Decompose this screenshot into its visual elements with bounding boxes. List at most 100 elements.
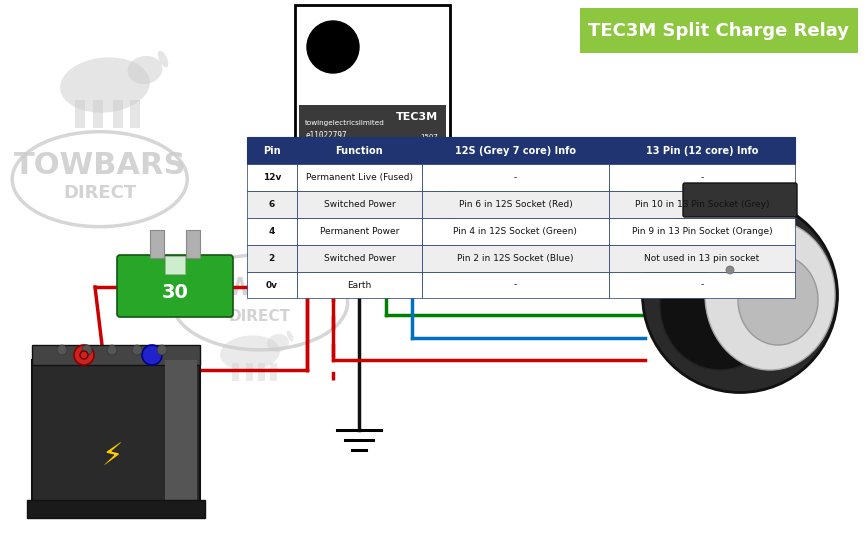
Circle shape <box>107 345 117 355</box>
Text: Pin 2 in 12S Socket (Blue): Pin 2 in 12S Socket (Blue) <box>457 254 574 263</box>
Bar <box>295 5 450 250</box>
Text: 30: 30 <box>161 282 188 301</box>
Circle shape <box>132 345 142 355</box>
Circle shape <box>319 255 347 283</box>
Bar <box>75 100 85 128</box>
Text: Pin 4 in 12S Socket (Green): Pin 4 in 12S Socket (Green) <box>453 227 577 236</box>
Ellipse shape <box>127 56 162 84</box>
Bar <box>165 256 185 274</box>
Bar <box>609 137 795 164</box>
Bar <box>150 230 164 258</box>
Text: 30a Auto Switch Combi Relay: 30a Auto Switch Combi Relay <box>305 151 418 160</box>
Bar <box>422 164 609 191</box>
Bar <box>258 363 265 381</box>
Text: 13 Pin (12 core) Info: 13 Pin (12 core) Info <box>646 146 758 156</box>
Bar <box>186 230 200 258</box>
Circle shape <box>424 255 453 283</box>
FancyBboxPatch shape <box>683 183 797 217</box>
Bar <box>422 218 609 245</box>
Circle shape <box>398 255 426 283</box>
Ellipse shape <box>705 220 835 370</box>
Bar <box>301 173 444 229</box>
Ellipse shape <box>738 255 818 345</box>
Circle shape <box>293 255 321 283</box>
Bar <box>246 363 253 381</box>
Bar <box>297 164 422 191</box>
Bar <box>297 137 422 164</box>
Ellipse shape <box>287 330 293 342</box>
Bar <box>247 272 297 298</box>
Ellipse shape <box>660 240 780 370</box>
Circle shape <box>157 345 167 355</box>
Bar <box>247 245 297 272</box>
Circle shape <box>345 255 374 283</box>
Ellipse shape <box>158 50 168 67</box>
Bar <box>130 100 140 128</box>
Circle shape <box>372 255 400 283</box>
Text: DIRECT: DIRECT <box>63 184 136 202</box>
Text: 12v12v  6    4    2   0v: 12v12v 6 4 2 0v <box>308 197 437 206</box>
Bar <box>247 191 297 218</box>
Text: TOWBARS: TOWBARS <box>189 277 331 300</box>
Text: -: - <box>514 173 517 182</box>
Bar <box>580 8 858 53</box>
Text: Pin 9 in 13 Pin Socket (Orange): Pin 9 in 13 Pin Socket (Orange) <box>631 227 772 236</box>
Bar <box>299 105 446 245</box>
FancyBboxPatch shape <box>32 360 200 510</box>
Bar <box>609 272 795 298</box>
FancyBboxPatch shape <box>117 255 233 317</box>
Text: DIRECT: DIRECT <box>229 309 291 324</box>
Bar <box>247 218 297 245</box>
Bar <box>247 137 297 164</box>
Text: -: - <box>701 281 703 290</box>
Text: Earth: Earth <box>348 281 371 290</box>
Text: 12v: 12v <box>263 173 281 182</box>
Bar <box>270 363 277 381</box>
Text: Permanent Live (Fused): Permanent Live (Fused) <box>306 173 413 182</box>
Text: Not used in 13 pin socket: Not used in 13 pin socket <box>644 254 759 263</box>
Bar <box>93 100 103 128</box>
Text: Pin 6 in 12S Socket (Red): Pin 6 in 12S Socket (Red) <box>459 200 572 209</box>
Bar <box>232 363 239 381</box>
Text: 0v: 0v <box>266 281 277 290</box>
Ellipse shape <box>267 334 289 352</box>
Bar <box>422 245 609 272</box>
Text: Function: Function <box>336 146 383 156</box>
Circle shape <box>726 266 734 274</box>
Text: e11022797: e11022797 <box>305 130 347 139</box>
Bar <box>422 191 609 218</box>
Bar <box>609 164 795 191</box>
Bar <box>422 137 609 164</box>
Text: ⚡: ⚡ <box>101 442 122 472</box>
Bar <box>247 164 297 191</box>
Circle shape <box>82 345 92 355</box>
Text: Permanent Power: Permanent Power <box>320 227 399 236</box>
Bar <box>422 272 609 298</box>
Bar <box>297 191 422 218</box>
Bar <box>297 245 422 272</box>
Text: -: - <box>514 281 517 290</box>
Circle shape <box>57 345 67 355</box>
Bar <box>297 272 422 298</box>
Text: TEC3M Split Charge Relay: TEC3M Split Charge Relay <box>589 21 850 40</box>
Text: Pin 10 in 13 Pin Socket (Grey): Pin 10 in 13 Pin Socket (Grey) <box>635 200 769 209</box>
Bar <box>113 100 123 128</box>
Circle shape <box>142 345 162 365</box>
Text: 6: 6 <box>269 200 275 209</box>
Circle shape <box>80 351 88 359</box>
Bar <box>297 218 422 245</box>
Bar <box>609 191 795 218</box>
Text: 1507: 1507 <box>420 134 438 140</box>
Bar <box>291 250 454 288</box>
Text: TEC3M: TEC3M <box>396 112 438 122</box>
Bar <box>609 245 795 272</box>
Ellipse shape <box>642 198 838 393</box>
Text: 2: 2 <box>269 254 275 263</box>
Bar <box>609 218 795 245</box>
Bar <box>27 500 205 518</box>
Ellipse shape <box>60 57 150 113</box>
Bar <box>165 360 197 510</box>
Text: 4: 4 <box>269 227 275 236</box>
Text: Switched Power: Switched Power <box>323 254 395 263</box>
Text: 12S (Grey 7 core) Info: 12S (Grey 7 core) Info <box>455 146 576 156</box>
